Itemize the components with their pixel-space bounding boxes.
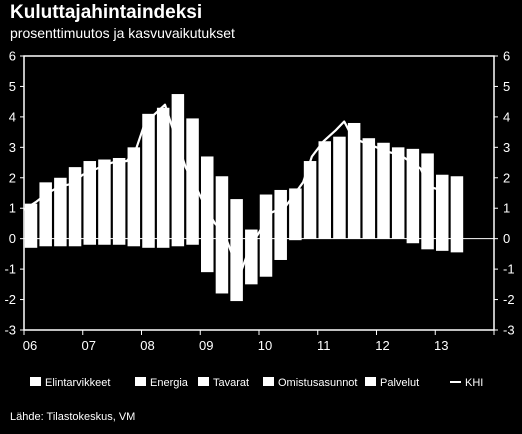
- y-tick-label-left: -1: [4, 262, 16, 277]
- y-tick-label-left: 0: [9, 231, 16, 246]
- legend-swatch: [365, 377, 376, 386]
- y-tick-label-right: 3: [503, 140, 510, 155]
- bar-negative: [112, 238, 126, 245]
- bar-positive: [436, 174, 449, 239]
- bar-positive: [333, 136, 346, 239]
- bar-negative: [142, 238, 155, 248]
- bar-negative: [406, 238, 420, 244]
- chart-title: Kuluttajahintaindeksi: [10, 2, 203, 23]
- bar-positive: [215, 176, 229, 239]
- bar-positive: [83, 161, 96, 239]
- bar-positive: [406, 148, 420, 239]
- bar-negative: [186, 238, 199, 245]
- bar-negative: [127, 238, 141, 247]
- bar-positive: [68, 167, 82, 239]
- y-tick-label-right: -2: [503, 292, 515, 307]
- chart-subtitle: prosenttimuutos ja kasvuvaikutukset: [10, 25, 235, 41]
- y-tick-label-right: 6: [503, 49, 510, 64]
- bar-positive: [391, 147, 405, 239]
- legend-label: Elintarvikkeet: [45, 377, 110, 389]
- legend-label: KHI: [465, 377, 483, 389]
- x-tick-label: 10: [258, 338, 272, 353]
- y-tick-label-left: 1: [9, 201, 16, 216]
- bar-positive: [347, 122, 361, 239]
- bar-positive: [245, 229, 258, 239]
- bar-negative: [436, 238, 449, 251]
- bar-positive: [230, 199, 243, 239]
- legend-label: Energia: [150, 377, 189, 389]
- bar-positive: [274, 189, 287, 239]
- legend-swatch: [263, 377, 274, 386]
- bar-negative: [230, 238, 243, 302]
- bar-positive: [318, 141, 331, 239]
- bar-negative: [421, 238, 434, 250]
- bar-positive: [421, 153, 434, 239]
- bar-positive: [259, 194, 273, 239]
- y-tick-label-left: 6: [9, 49, 16, 64]
- bar-positive: [127, 147, 141, 239]
- y-tick-label-right: 2: [503, 170, 510, 185]
- bar-negative: [83, 238, 96, 245]
- bar-negative: [274, 238, 287, 260]
- legend-label: Tavarat: [213, 377, 249, 389]
- bar-positive: [377, 142, 390, 239]
- bar-positive: [450, 176, 464, 239]
- y-tick-label-left: -3: [4, 323, 16, 338]
- y-tick-label-left: 2: [9, 170, 16, 185]
- bar-negative: [68, 238, 82, 247]
- legend-label: Palvelut: [380, 377, 419, 389]
- bar-positive: [289, 188, 302, 239]
- source-note: Lähde: Tilastokeskus, VM: [10, 411, 136, 423]
- bar-negative: [98, 238, 111, 245]
- x-tick-label: 09: [199, 338, 213, 353]
- y-tick-label-right: 5: [503, 79, 510, 94]
- bar-positive: [171, 94, 185, 239]
- x-tick-label: 11: [317, 338, 331, 353]
- legend-swatch: [30, 377, 41, 386]
- y-tick-label-right: -1: [503, 262, 515, 277]
- y-tick-label-left: -2: [4, 292, 16, 307]
- bar-positive: [201, 156, 214, 239]
- y-tick-label-left: 5: [9, 79, 16, 94]
- x-tick-label: 12: [375, 338, 389, 353]
- bar-positive: [142, 113, 155, 239]
- bar-positive: [362, 138, 376, 239]
- legend-swatch: [135, 377, 146, 386]
- bar-positive: [303, 161, 317, 239]
- bar-positive: [54, 177, 67, 239]
- bar-positive: [156, 107, 170, 239]
- x-tick-label: 07: [82, 338, 96, 353]
- bar-positive: [98, 159, 111, 239]
- bar-negative: [289, 238, 302, 241]
- bar-negative: [54, 238, 67, 247]
- bar-negative: [39, 238, 52, 247]
- bar-negative: [259, 238, 273, 277]
- x-tick-label: 13: [434, 338, 448, 353]
- x-tick-label: 06: [23, 338, 37, 353]
- bar-positive: [24, 203, 38, 239]
- bar-negative: [156, 238, 170, 248]
- x-tick-label: 08: [140, 338, 154, 353]
- y-tick-label-right: -3: [503, 323, 515, 338]
- bar-negative: [171, 238, 185, 247]
- bar-negative: [215, 238, 229, 294]
- bar-negative: [450, 238, 464, 253]
- y-tick-label-right: 1: [503, 201, 510, 216]
- y-tick-label-left: 3: [9, 140, 16, 155]
- y-tick-label-left: 4: [9, 109, 16, 124]
- legend-swatch: [198, 377, 209, 386]
- khi-line: [23, 103, 442, 272]
- bar-negative: [24, 238, 38, 248]
- bar-negative: [201, 238, 214, 273]
- bar-positive: [112, 157, 126, 239]
- legend-label: Omistusasunnot: [278, 377, 357, 389]
- y-tick-label-right: 0: [503, 231, 510, 246]
- y-tick-label-right: 4: [503, 109, 510, 124]
